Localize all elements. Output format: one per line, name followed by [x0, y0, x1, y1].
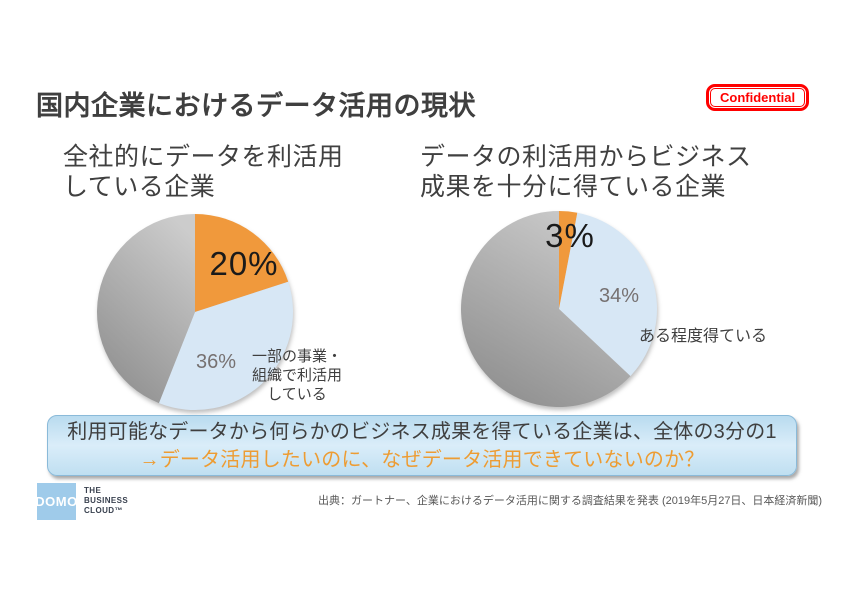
- logo-tagline: THE BUSINESS CLOUD™: [84, 486, 129, 515]
- pie-annotation-partial-use: 一部の事業・ 組織で利活用 している: [251, 348, 342, 403]
- pie-label-3-percent: 3%: [545, 217, 595, 254]
- pie-label-36-percent: 36%: [196, 351, 237, 373]
- callout-line1: 利用可能なデータから何らかのビジネス成果を得ている企業は、全体の3分の1: [67, 420, 777, 443]
- pie-label-20-percent: 20%: [209, 245, 279, 282]
- pie-1-slice-gray: [461, 211, 631, 407]
- pie-chart-business-results: [461, 211, 658, 407]
- source-citation: 出典：ガートナー、企業におけるデータ活用に関する調査結果を発表 (2019年5月…: [318, 495, 823, 507]
- domo-logo: DOMO: [35, 483, 78, 520]
- pie-1-slice-light_blue: [559, 212, 658, 377]
- pie-0-slice-orange: [195, 214, 289, 312]
- page-title: 国内企業におけるデータ活用の現状: [36, 91, 476, 121]
- chart-title-business-results: データの利活用からビジネス 成果を十分に得ている企業: [420, 143, 752, 201]
- pie-chart-company-wide: [96, 214, 293, 411]
- chart-title-company-wide: 全社的にデータを利活用 している企業: [63, 143, 344, 201]
- pie-1-slice-orange: [559, 211, 578, 309]
- pie-0-slice-gray: [96, 214, 195, 404]
- callout-line2: →データ活用したいのに、なぜデータ活用できていないのか？: [139, 448, 705, 471]
- confidential-badge: Confidential: [706, 84, 810, 111]
- domo-logo-text: DOMO: [35, 494, 78, 509]
- callout-box: 利用可能なデータから何らかのビジネス成果を得ている企業は、全体の3分の1 →デー…: [47, 415, 797, 476]
- pie-label-34-percent: 34%: [599, 285, 640, 307]
- pie-annotation-some-results: ある程度得ている: [639, 328, 768, 345]
- confidential-label: Confidential: [710, 88, 806, 107]
- pie-0-slice-light_blue: [158, 281, 293, 411]
